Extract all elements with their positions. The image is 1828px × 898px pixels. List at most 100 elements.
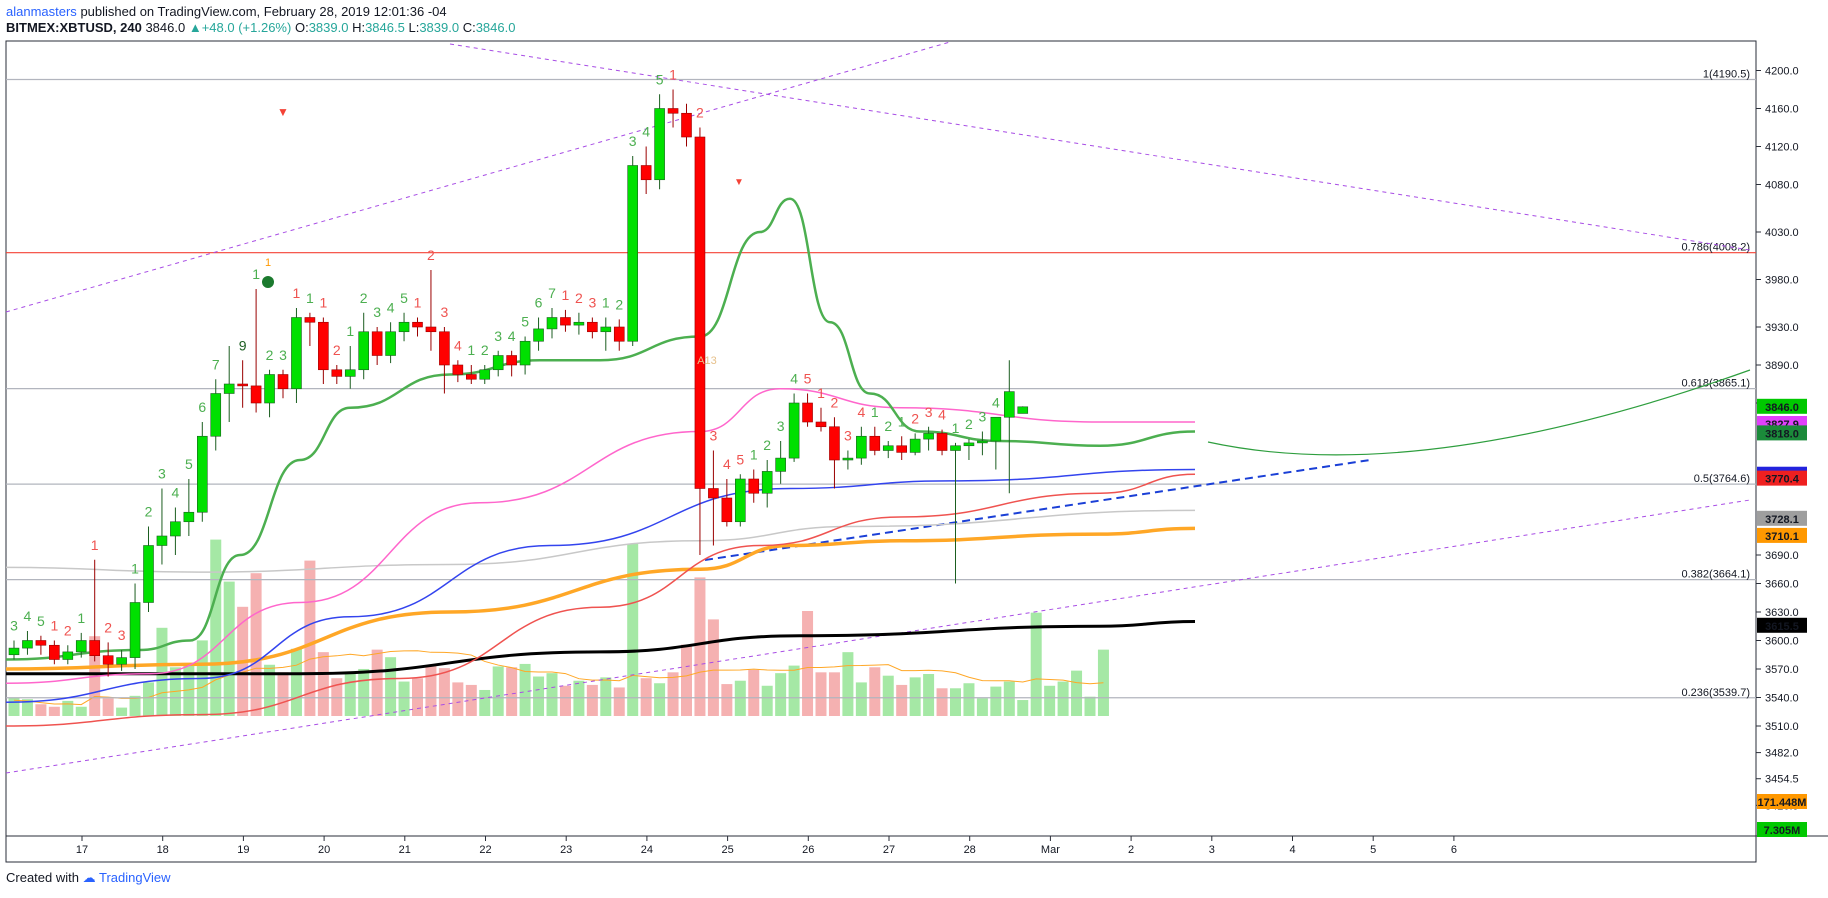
candle-body-25 bbox=[344, 369, 356, 377]
td-count-40: 7 bbox=[548, 285, 556, 301]
price-badge-5 bbox=[1757, 510, 1807, 526]
volume-bar-10 bbox=[143, 682, 154, 716]
volume-bar-22 bbox=[304, 560, 316, 716]
td-count-22: 1 bbox=[306, 290, 314, 306]
tradingview-link[interactable]: TradingView bbox=[99, 870, 171, 885]
price-badge-label-5: 3728.1 bbox=[1765, 514, 1799, 526]
candle-body-65 bbox=[882, 445, 894, 451]
candle-body-60 bbox=[815, 421, 827, 428]
tradingview-logo-icon: ☁ bbox=[82, 870, 96, 885]
candle-body-54 bbox=[734, 478, 746, 523]
candle-body-51 bbox=[694, 136, 706, 489]
td-count-67: 2 bbox=[911, 410, 919, 426]
volume-bar-57 bbox=[775, 673, 787, 716]
td-count-52: 3 bbox=[710, 428, 718, 444]
volume-bar-59 bbox=[802, 611, 814, 716]
td-count-33: 4 bbox=[454, 337, 462, 353]
candle-body-69 bbox=[936, 433, 948, 451]
low-label: L: bbox=[408, 20, 420, 35]
volume-bar-26 bbox=[358, 668, 370, 716]
up-arrow-icon: ▲ bbox=[188, 20, 202, 35]
td-count-25: 1 bbox=[346, 323, 354, 339]
candle-body-45 bbox=[613, 326, 625, 342]
volume-bar-38 bbox=[519, 663, 531, 716]
td-count-54: 5 bbox=[736, 451, 744, 467]
candle-body-33 bbox=[452, 364, 464, 375]
ascending-support-line bbox=[704, 459, 1371, 561]
td-count-11: 3 bbox=[158, 466, 166, 482]
fib-label-5: 0.236(3539.7) bbox=[1682, 687, 1751, 699]
price-label-18: 3454.5 bbox=[1765, 774, 1799, 786]
channel-lower-line bbox=[5, 499, 1751, 774]
candle-body-42 bbox=[573, 321, 585, 326]
trendlines bbox=[5, 41, 1751, 774]
volume-bar-30 bbox=[412, 678, 423, 716]
price-badge-label-7: 3615.5 bbox=[1765, 621, 1799, 633]
price-badge-label-0: 3846.0 bbox=[1765, 402, 1799, 414]
candle-body-27 bbox=[371, 331, 383, 356]
volume-bar-49 bbox=[667, 672, 679, 716]
volume-bar-11 bbox=[156, 627, 168, 716]
candle-body-0 bbox=[8, 647, 20, 656]
fib-label-4: 0.382(3664.1) bbox=[1682, 569, 1751, 581]
volume-bar-50 bbox=[681, 644, 692, 716]
close-value: 3846.0 bbox=[475, 20, 516, 35]
candle-body-66 bbox=[896, 445, 908, 453]
td-count-53: 4 bbox=[723, 456, 731, 472]
candle-body-29 bbox=[398, 321, 410, 333]
volume-bar-65 bbox=[882, 675, 894, 716]
time-label-4: 21 bbox=[399, 844, 411, 856]
volume-bar-56 bbox=[761, 685, 773, 716]
fib-label-3: 0.5(3764.6) bbox=[1694, 473, 1750, 485]
volume-bar-44 bbox=[600, 677, 612, 716]
candle-body-46 bbox=[627, 165, 639, 342]
volume-bar-61 bbox=[828, 672, 840, 716]
candle-body-49 bbox=[667, 108, 679, 114]
td-count-46: 3 bbox=[629, 133, 637, 149]
td-count-26: 2 bbox=[360, 290, 368, 306]
td-count-69: 4 bbox=[938, 407, 946, 423]
candle-body-56 bbox=[761, 471, 773, 494]
fib-label-0: 1(4190.5) bbox=[1703, 69, 1750, 81]
td-count-0: 3 bbox=[10, 618, 18, 634]
td-count-49: 1 bbox=[669, 67, 677, 83]
candle-body-12 bbox=[170, 521, 181, 537]
chart-frame bbox=[5, 40, 1757, 863]
candle-body-30 bbox=[412, 321, 423, 328]
candle-body-43 bbox=[587, 321, 598, 333]
td-count-8: 3 bbox=[118, 627, 126, 643]
price-label-1: 4200.0 bbox=[1765, 66, 1799, 78]
candle-body-41 bbox=[560, 317, 571, 326]
volume-bar-0 bbox=[8, 697, 20, 716]
td-count-31: 2 bbox=[427, 247, 435, 263]
symbol-name[interactable]: BITMEX:XBTUSD, 240 bbox=[6, 20, 142, 35]
volume-bar-75 bbox=[1017, 700, 1029, 716]
td-count-48: 5 bbox=[656, 71, 664, 87]
td-count-30: 1 bbox=[414, 295, 422, 311]
time-label-9: 26 bbox=[802, 844, 814, 856]
td-count-45: 2 bbox=[615, 296, 623, 312]
candle-body-59 bbox=[802, 402, 813, 423]
td-count-43: 3 bbox=[588, 295, 596, 311]
candle-body-17 bbox=[237, 383, 248, 387]
volume-bar-73 bbox=[990, 686, 1002, 716]
candle-body-47 bbox=[640, 165, 652, 181]
author-link[interactable]: alanmasters bbox=[6, 4, 77, 19]
volume-bar-74 bbox=[1003, 681, 1015, 716]
volume-bar-71 bbox=[963, 683, 975, 716]
price-badge-7 bbox=[1757, 617, 1807, 633]
td-count-66: 1 bbox=[898, 413, 906, 429]
td-count-10: 2 bbox=[145, 504, 153, 520]
td-count-37: 4 bbox=[508, 328, 516, 344]
td-count-60: 1 bbox=[817, 385, 825, 401]
high-label: H: bbox=[352, 20, 366, 35]
price-badge-label-2: 3818.0 bbox=[1765, 428, 1799, 440]
candle-body-20 bbox=[277, 374, 289, 390]
time-label-10: 27 bbox=[883, 844, 895, 856]
descending-resistance-line bbox=[449, 43, 1751, 251]
candle-body-13 bbox=[183, 511, 195, 523]
candle-body-32 bbox=[439, 331, 450, 366]
candle-body-73 bbox=[990, 416, 1002, 442]
volume-bar-34 bbox=[465, 684, 477, 716]
